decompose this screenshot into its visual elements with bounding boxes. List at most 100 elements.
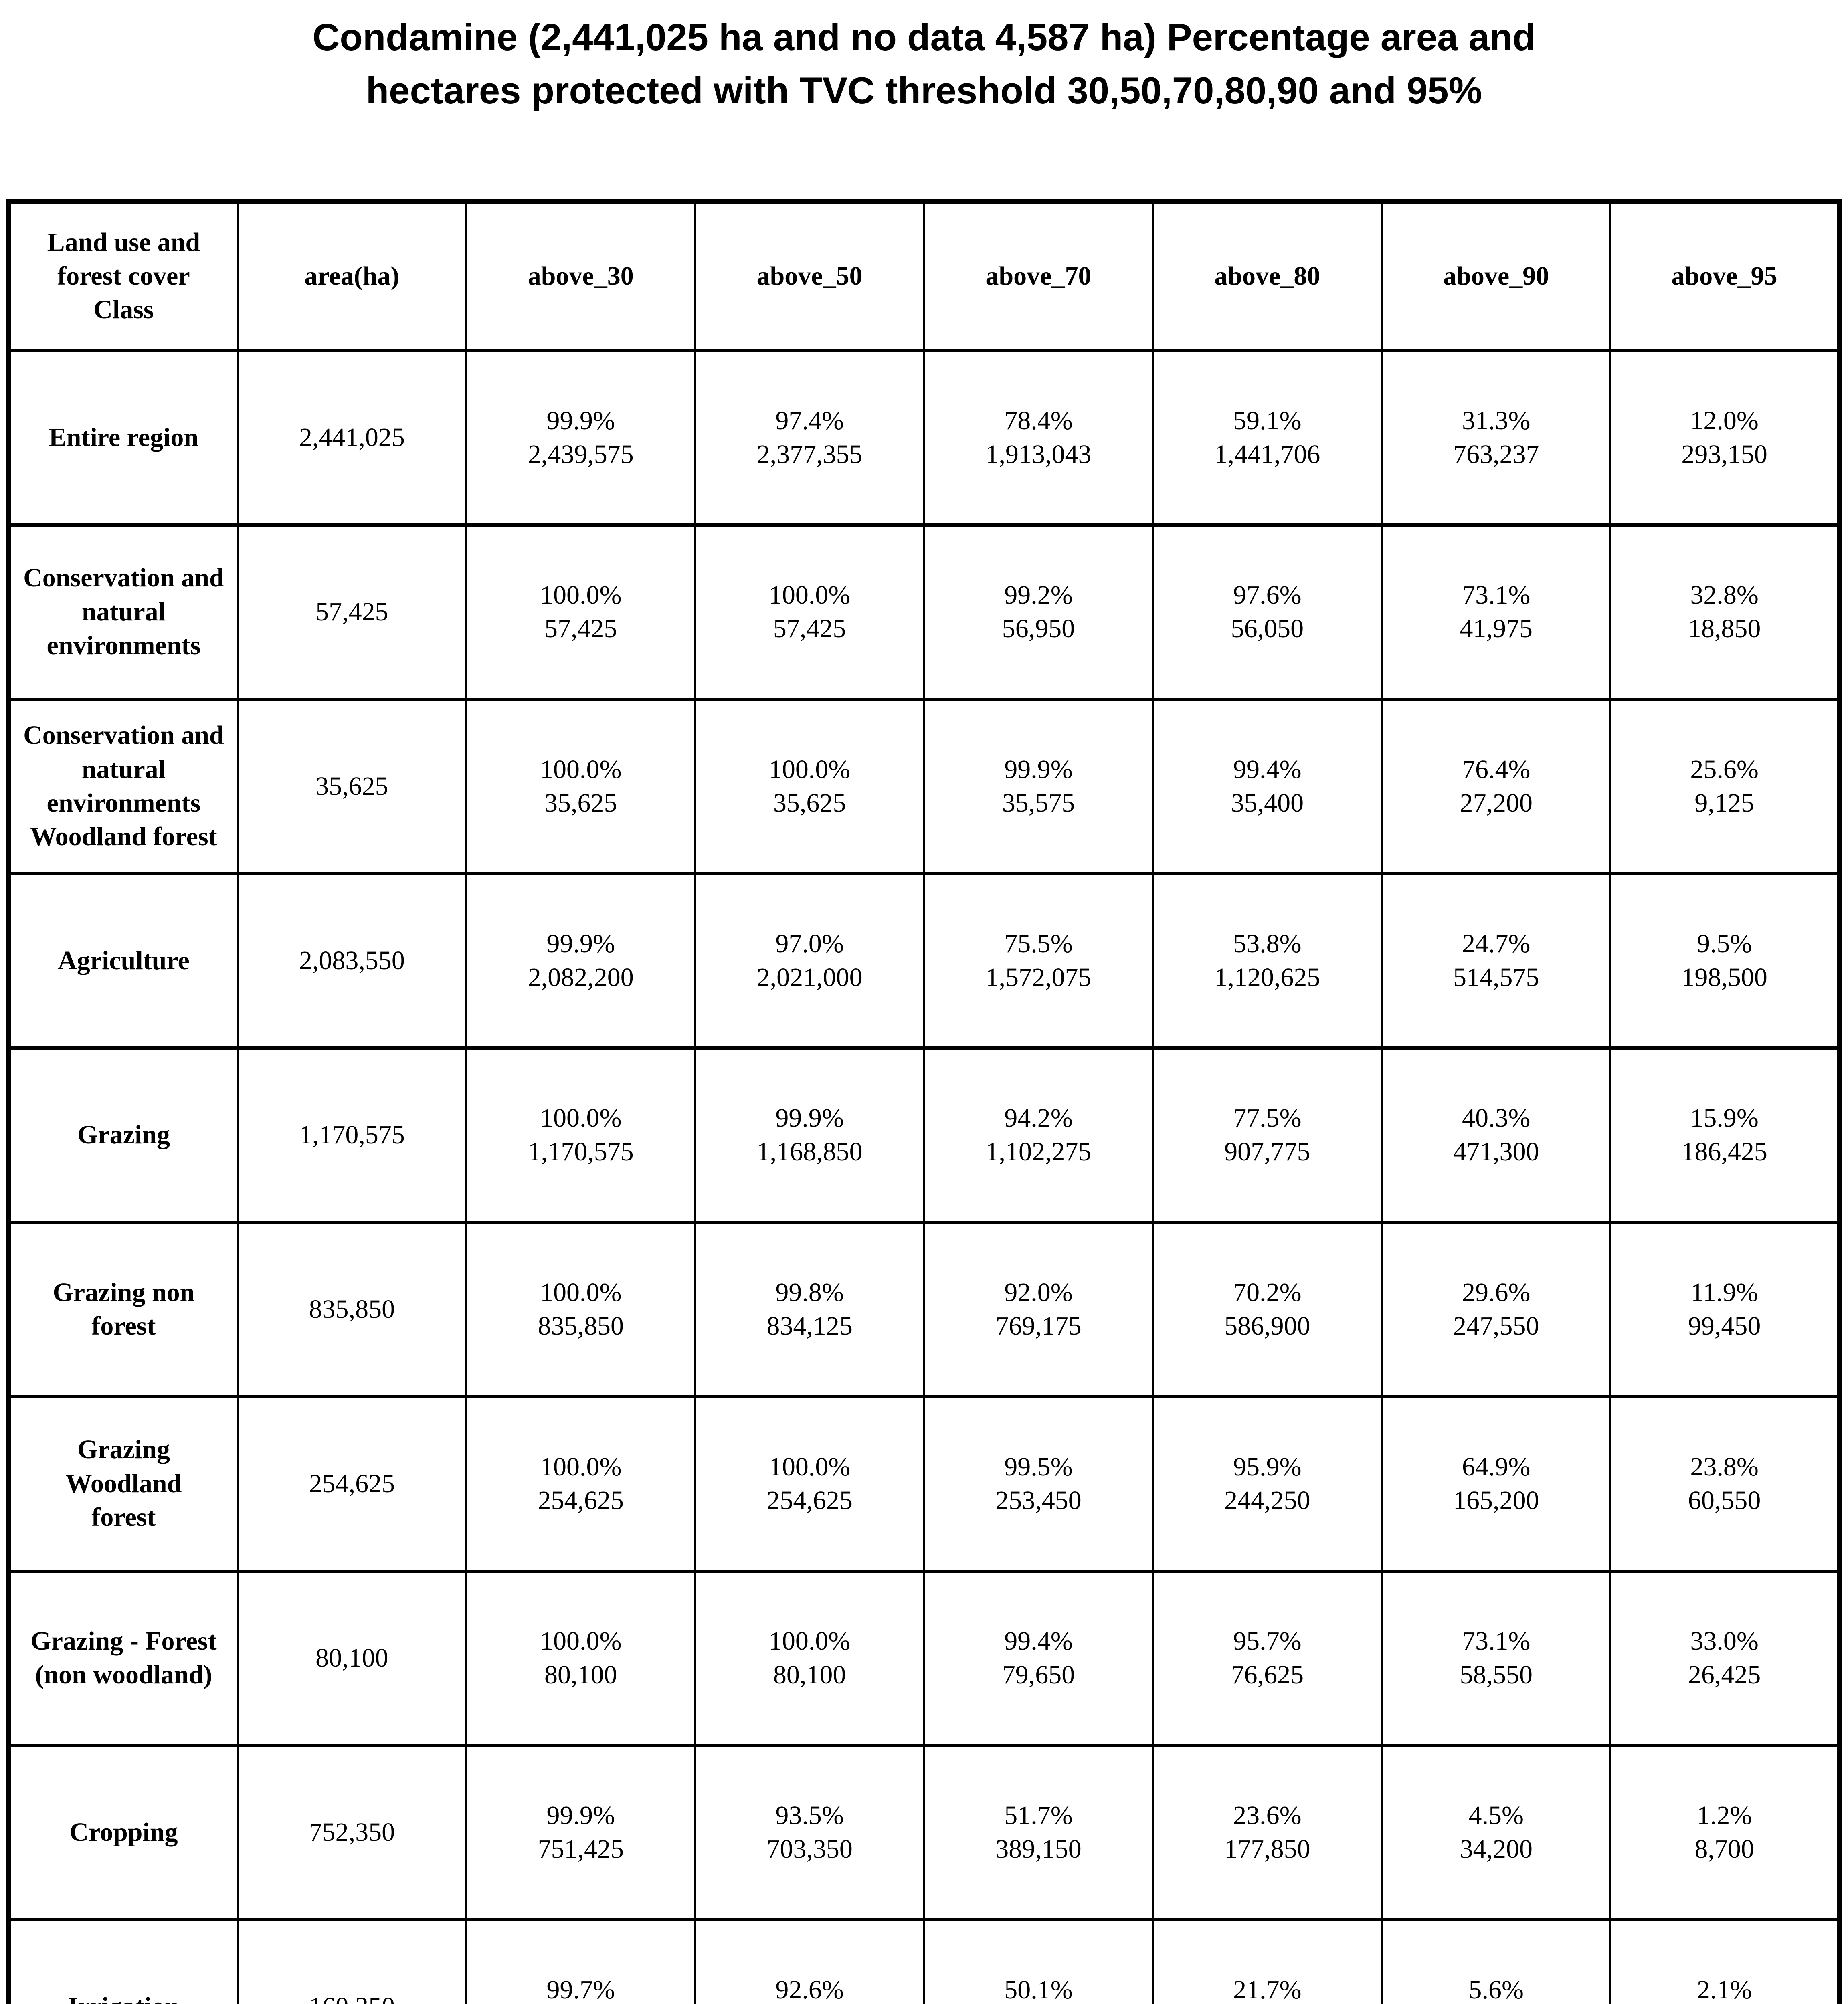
ha-value: 1,572,075 bbox=[985, 963, 1092, 992]
pct-value: 73.1% bbox=[1462, 1626, 1531, 1656]
ha-value: 244,250 bbox=[1224, 1486, 1310, 1515]
pct-value: 78.4% bbox=[1004, 406, 1073, 435]
pct-value: 51.7% bbox=[1004, 1800, 1073, 1830]
pct-cell: 94.2% 1,102,275 bbox=[923, 1046, 1154, 1224]
row-label: Entire region bbox=[8, 349, 239, 527]
ha-value: 35,400 bbox=[1231, 788, 1304, 818]
pct-cell: 100.0% 57,425 bbox=[694, 523, 925, 701]
pct-value: 33.0% bbox=[1690, 1626, 1759, 1656]
ha-value: 2,021,000 bbox=[756, 963, 863, 992]
ha-value: 58,550 bbox=[1460, 1660, 1533, 1689]
pct-cell: 23.6% 177,850 bbox=[1152, 1743, 1383, 1921]
table-row: Entire region 2,441,025 99.9% 2,439,575 9… bbox=[8, 349, 1840, 527]
pct-value: 97.4% bbox=[775, 406, 844, 435]
area-cell: 752,350 bbox=[236, 1743, 467, 1921]
pct-cell: 97.4% 2,377,355 bbox=[694, 349, 925, 527]
pct-cell: 77.5% 907,775 bbox=[1152, 1046, 1383, 1224]
row-label: Irrigation bbox=[8, 1918, 239, 2004]
ha-value: 198,500 bbox=[1681, 963, 1767, 992]
pct-cell: 23.8% 60,550 bbox=[1609, 1395, 1840, 1573]
pct-value: 5.6% bbox=[1468, 1975, 1524, 2004]
pct-value: 95.9% bbox=[1233, 1452, 1302, 1481]
row-label: Conservation and natural environments Wo… bbox=[8, 697, 239, 875]
pct-cell: 40.3% 471,300 bbox=[1381, 1046, 1612, 1224]
col-header-above50: above_50 bbox=[694, 200, 925, 352]
pct-cell: 99.9% 751,425 bbox=[465, 1743, 696, 1921]
pct-cell: 92.0% 769,175 bbox=[923, 1220, 1154, 1398]
pct-cell: 99.9% 1,168,850 bbox=[694, 1046, 925, 1224]
pct-value: 100.0% bbox=[540, 754, 622, 784]
pct-value: 53.8% bbox=[1233, 929, 1302, 958]
pct-value: 70.2% bbox=[1233, 1277, 1302, 1307]
pct-value: 100.0% bbox=[540, 580, 622, 610]
pct-cell: 99.9% 35,575 bbox=[923, 697, 1154, 875]
pct-cell: 75.5% 1,572,075 bbox=[923, 872, 1154, 1050]
col-header-class: Land use and forest cover Class bbox=[8, 200, 239, 352]
pct-cell: 99.4% 79,650 bbox=[923, 1569, 1154, 1747]
ha-value: 76,625 bbox=[1231, 1660, 1304, 1689]
pct-cell: 76.4% 27,200 bbox=[1381, 697, 1612, 875]
ha-value: 389,150 bbox=[995, 1834, 1082, 1864]
pct-cell: 53.8% 1,120,625 bbox=[1152, 872, 1383, 1050]
ha-value: 514,575 bbox=[1453, 963, 1539, 992]
ha-value: 57,425 bbox=[544, 614, 617, 643]
ha-value: 253,450 bbox=[995, 1486, 1082, 1515]
ha-value: 35,575 bbox=[1002, 788, 1075, 818]
pct-value: 99.7% bbox=[546, 1975, 615, 2004]
row-label: Cropping bbox=[8, 1743, 239, 1921]
ha-value: 35,625 bbox=[773, 788, 846, 818]
pct-cell: 70.2% 586,900 bbox=[1152, 1220, 1383, 1398]
pct-value: 94.2% bbox=[1004, 1103, 1073, 1133]
col-header-above80: above_80 bbox=[1152, 200, 1383, 352]
pct-cell: 59.1% 1,441,706 bbox=[1152, 349, 1383, 527]
pct-value: 100.0% bbox=[768, 1626, 851, 1656]
pct-cell: 97.0% 2,021,000 bbox=[694, 872, 925, 1050]
ha-value: 60,550 bbox=[1688, 1486, 1761, 1515]
row-label: Grazing bbox=[8, 1046, 239, 1224]
pct-cell: 99.5% 253,450 bbox=[923, 1395, 1154, 1573]
ha-value: 27,200 bbox=[1460, 788, 1533, 818]
table-row: Grazing non forest 835,850 100.0% 835,850… bbox=[8, 1220, 1840, 1398]
pct-cell: 99.9% 2,439,575 bbox=[465, 349, 696, 527]
pct-value: 100.0% bbox=[768, 1452, 851, 1481]
pct-value: 100.0% bbox=[768, 580, 851, 610]
ha-value: 26,425 bbox=[1688, 1660, 1761, 1689]
pct-value: 11.9% bbox=[1690, 1277, 1758, 1307]
pct-value: 12.0% bbox=[1690, 406, 1759, 435]
pct-cell: 73.1% 41,975 bbox=[1381, 523, 1612, 701]
pct-value: 2.1% bbox=[1696, 1975, 1752, 2004]
pct-cell: 25.6% 9,125 bbox=[1609, 697, 1840, 875]
pct-value: 29.6% bbox=[1462, 1277, 1531, 1307]
table-row: Grazing - Forest (non woodland) 80,100 1… bbox=[8, 1569, 1840, 1747]
area-cell: 160,350 bbox=[236, 1918, 467, 2004]
pct-cell: 100.0% 35,625 bbox=[694, 697, 925, 875]
pct-value: 99.8% bbox=[775, 1277, 844, 1307]
ha-value: 79,650 bbox=[1002, 1660, 1075, 1689]
pct-value: 99.4% bbox=[1004, 1626, 1073, 1656]
pct-cell: 29.6% 247,550 bbox=[1381, 1220, 1612, 1398]
pct-cell: 100.0% 835,850 bbox=[465, 1220, 696, 1398]
ha-value: 293,150 bbox=[1681, 440, 1767, 469]
ha-value: 907,775 bbox=[1224, 1137, 1310, 1166]
area-cell: 835,850 bbox=[236, 1220, 467, 1398]
pct-cell: 100.0% 80,100 bbox=[694, 1569, 925, 1747]
pct-value: 64.9% bbox=[1462, 1452, 1531, 1481]
pct-value: 99.9% bbox=[546, 406, 615, 435]
col-header-above95: above_95 bbox=[1609, 200, 1840, 352]
col-header-above90: above_90 bbox=[1381, 200, 1612, 352]
pct-cell: 73.1% 58,550 bbox=[1381, 1569, 1612, 1747]
pct-cell: 99.8% 834,125 bbox=[694, 1220, 925, 1398]
ha-value: 177,850 bbox=[1224, 1834, 1310, 1864]
ha-value: 751,425 bbox=[538, 1834, 624, 1864]
pct-value: 23.8% bbox=[1690, 1452, 1759, 1481]
row-label: Agriculture bbox=[8, 872, 239, 1050]
row-label: Grazing - Forest (non woodland) bbox=[8, 1569, 239, 1747]
ha-value: 2,439,575 bbox=[528, 440, 634, 469]
col-header-above30: above_30 bbox=[465, 200, 696, 352]
table-row: Cropping 752,350 99.9% 751,425 93.5% 703,3… bbox=[8, 1743, 1840, 1921]
ha-value: 1,120,625 bbox=[1214, 963, 1320, 992]
pct-cell: 64.9% 165,200 bbox=[1381, 1395, 1612, 1573]
pct-cell: 9.5% 198,500 bbox=[1609, 872, 1840, 1050]
pct-cell: 92.6%148,525 bbox=[694, 1918, 925, 2004]
table-row: Grazing 1,170,575 100.0% 1,170,575 99.9% 1… bbox=[8, 1046, 1840, 1224]
